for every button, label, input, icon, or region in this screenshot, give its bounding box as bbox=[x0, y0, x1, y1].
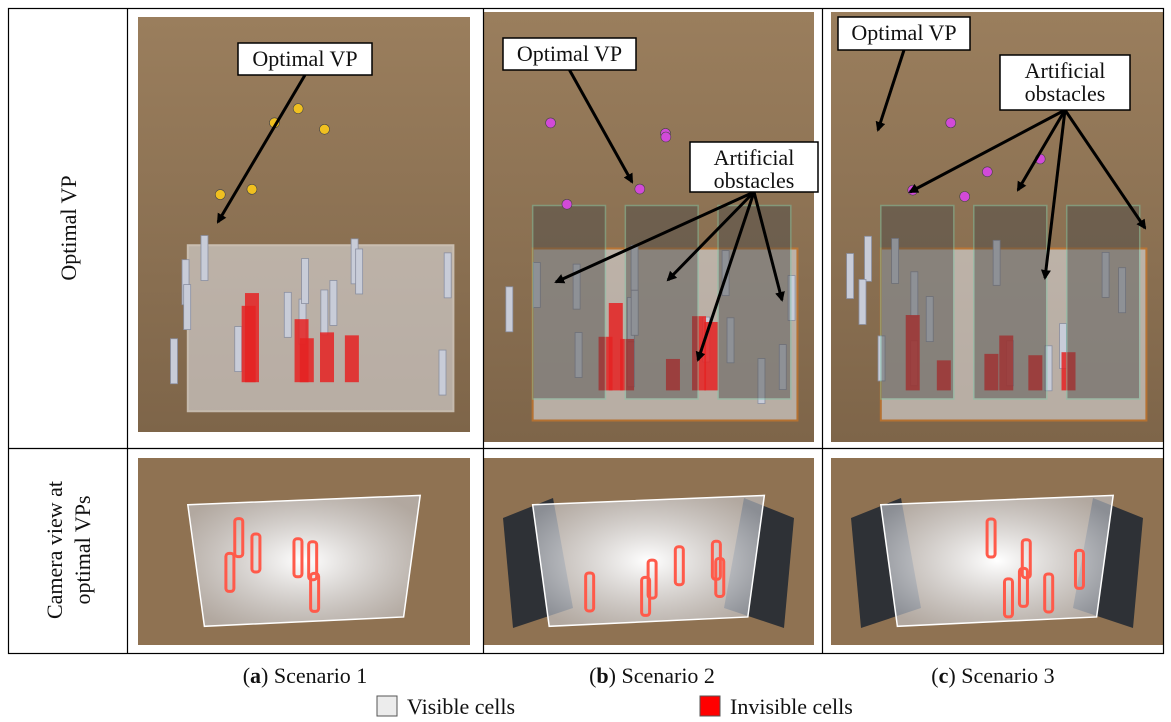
obstacle bbox=[881, 206, 954, 400]
row-label: Optimal VP bbox=[56, 175, 81, 280]
pillar bbox=[235, 327, 242, 372]
visible-cells bbox=[188, 495, 420, 626]
viewpoint bbox=[635, 184, 645, 194]
pillar bbox=[865, 236, 872, 281]
callout-text: Optimal VP bbox=[517, 41, 622, 66]
viewpoint bbox=[960, 192, 970, 202]
viewpoint bbox=[293, 104, 303, 114]
viewpoint bbox=[215, 190, 225, 200]
pillar bbox=[302, 259, 309, 304]
legend-swatch bbox=[377, 696, 397, 716]
viewpoint bbox=[546, 118, 556, 128]
obstacle bbox=[718, 206, 791, 400]
invisible-cells bbox=[345, 335, 359, 382]
caption: (c) Scenario 3 bbox=[931, 663, 1054, 688]
pillar bbox=[847, 254, 854, 299]
caption-rest: ) Scenario 3 bbox=[948, 663, 1054, 688]
pillar bbox=[184, 285, 191, 330]
pillar bbox=[321, 290, 328, 335]
callout-text: Optimal VP bbox=[252, 46, 357, 71]
pillar bbox=[859, 279, 866, 324]
caption-open: ( bbox=[931, 663, 938, 688]
callout-text: obstacles bbox=[714, 168, 795, 193]
pillar bbox=[201, 236, 208, 281]
caption: (a) Scenario 1 bbox=[243, 663, 368, 688]
obstacle bbox=[974, 206, 1047, 400]
viewpoint bbox=[982, 167, 992, 177]
pillar bbox=[171, 339, 178, 384]
pillar bbox=[330, 280, 337, 325]
caption-letter: b bbox=[596, 663, 608, 688]
caption-rest: ) Scenario 2 bbox=[609, 663, 715, 688]
pillar bbox=[439, 350, 446, 395]
row-label-text: optimal VPs bbox=[70, 495, 95, 604]
viewpoint bbox=[661, 132, 671, 142]
viewpoint bbox=[247, 184, 257, 194]
row-label-text: Optimal VP bbox=[56, 175, 81, 280]
pillar bbox=[444, 253, 451, 298]
viewpoint bbox=[320, 124, 330, 134]
pillar bbox=[284, 292, 291, 337]
caption-rest: ) Scenario 1 bbox=[261, 663, 367, 688]
viewpoint bbox=[946, 118, 956, 128]
caption-letter: a bbox=[250, 663, 261, 688]
callout-text: Optimal VP bbox=[851, 20, 956, 45]
invisible-cells bbox=[242, 306, 256, 382]
visible-cells bbox=[881, 495, 1113, 626]
legend-swatch bbox=[700, 696, 720, 716]
pillar bbox=[506, 287, 513, 332]
caption: (b) Scenario 2 bbox=[589, 663, 715, 688]
invisible-cells bbox=[320, 332, 334, 382]
invisible-cells bbox=[300, 338, 314, 382]
callout-text: obstacles bbox=[1025, 81, 1106, 106]
legend-label: Visible cells bbox=[407, 694, 515, 719]
callout-text: Artificial bbox=[1025, 58, 1106, 83]
pillar bbox=[356, 249, 363, 294]
invisible-cells bbox=[609, 303, 623, 390]
callout-text: Artificial bbox=[714, 145, 795, 170]
caption-open: ( bbox=[589, 663, 596, 688]
obstacle bbox=[1067, 206, 1140, 400]
figure: Optimal VPOptimal VPArtificialobstaclesO… bbox=[0, 0, 1171, 722]
caption-open: ( bbox=[243, 663, 250, 688]
obstacle bbox=[533, 206, 606, 400]
row-label-text: Camera view at bbox=[42, 481, 67, 619]
legend-label: Invisible cells bbox=[730, 694, 853, 719]
viewpoint bbox=[562, 199, 572, 209]
caption-letter: c bbox=[939, 663, 949, 688]
